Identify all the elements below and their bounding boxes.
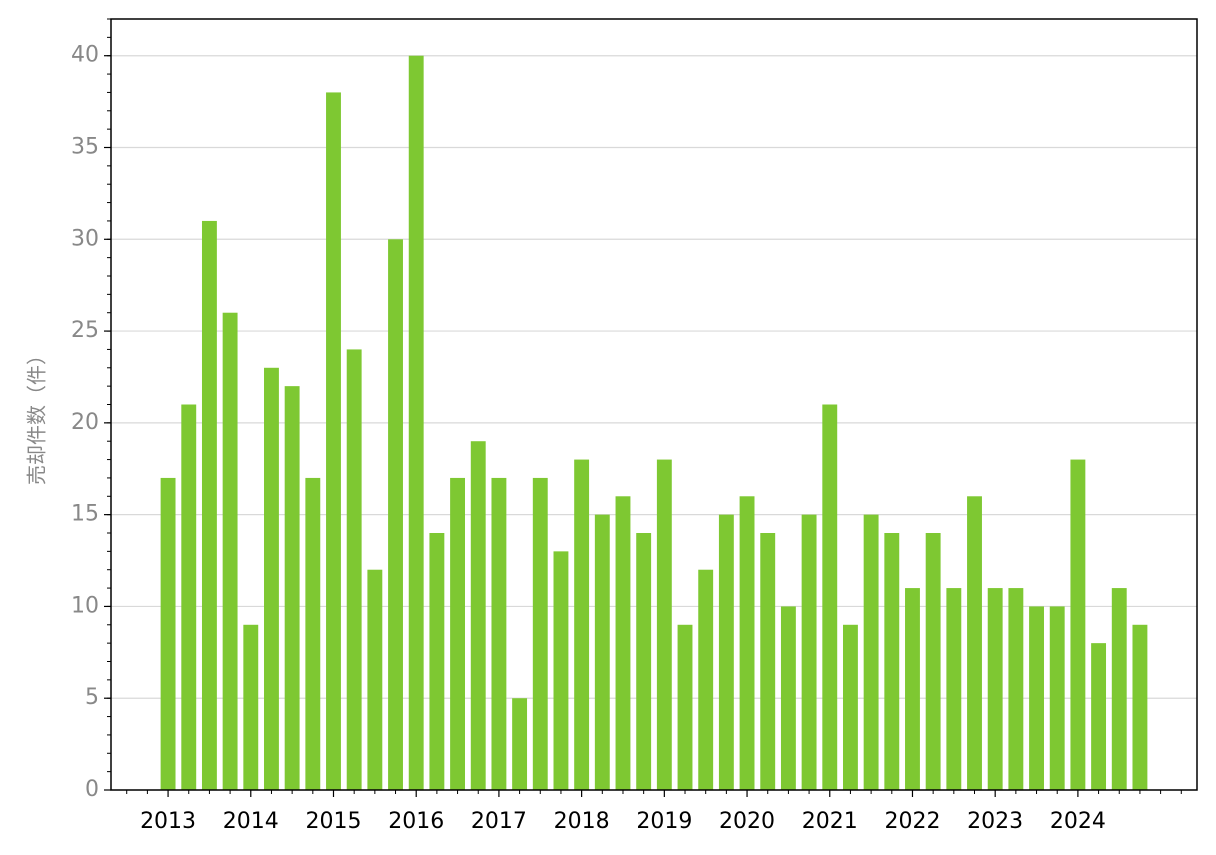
y-tick-label: 0 (85, 777, 99, 802)
bar (408, 55, 424, 790)
bar (532, 477, 548, 790)
x-tick-label: 2016 (388, 809, 444, 834)
bar (491, 477, 507, 790)
bar (925, 533, 941, 790)
x-tick-label: 2023 (967, 809, 1023, 834)
bar (698, 569, 714, 790)
bar (1029, 606, 1044, 790)
bar (160, 477, 176, 790)
bar (553, 551, 569, 790)
bar (450, 477, 466, 790)
y-tick-label: 15 (71, 502, 99, 527)
x-tick-label: 2022 (884, 809, 940, 834)
bar (967, 496, 982, 790)
bar (181, 404, 197, 790)
bar (677, 624, 693, 790)
bar (574, 459, 590, 790)
x-tick-label: 2024 (1050, 809, 1106, 834)
bar (305, 477, 321, 790)
x-tick-label: 2021 (802, 809, 858, 834)
bar (822, 404, 838, 790)
bar (905, 588, 920, 790)
bar (326, 92, 341, 790)
bar (594, 514, 610, 790)
bar (863, 514, 879, 790)
bar (284, 386, 300, 790)
bar (367, 569, 383, 790)
x-tick-label: 2013 (140, 809, 196, 834)
bar (801, 514, 817, 790)
x-tick-label: 2018 (554, 809, 610, 834)
y-tick-label: 35 (71, 135, 99, 160)
plot-frame (110, 18, 1198, 791)
bar (760, 533, 776, 790)
bar (718, 514, 734, 790)
bar (1049, 606, 1065, 790)
bar (1070, 459, 1086, 790)
y-tick-label: 25 (71, 318, 99, 343)
y-tick-label: 20 (71, 410, 99, 435)
bar (512, 698, 528, 790)
bar (346, 349, 362, 790)
bar (1111, 588, 1127, 790)
bar (1091, 643, 1107, 790)
bar (222, 312, 238, 790)
x-tick-label: 2019 (636, 809, 692, 834)
y-tick-label: 40 (71, 43, 99, 68)
bar (201, 220, 217, 790)
bar (636, 533, 652, 790)
bar (884, 533, 900, 790)
x-tick-label: 2014 (223, 809, 279, 834)
bar (1132, 624, 1148, 790)
y-tick-label: 5 (85, 685, 99, 710)
x-tick-label: 2017 (471, 809, 527, 834)
x-tick-label: 2020 (719, 809, 775, 834)
bar (987, 588, 1003, 790)
bar (946, 588, 962, 790)
bar (842, 624, 858, 790)
bar (429, 533, 445, 790)
bar (388, 239, 403, 791)
bar (739, 496, 755, 790)
bar (615, 496, 631, 790)
bar (243, 624, 259, 790)
y-tick-label: 10 (71, 593, 99, 618)
bar (264, 367, 279, 790)
bar (470, 441, 486, 790)
x-tick-label: 2015 (305, 809, 361, 834)
y-axis-label: 売却件数（件） (25, 345, 49, 485)
bar (780, 606, 796, 790)
bar (656, 459, 672, 790)
bar (1008, 588, 1024, 790)
y-tick-label: 30 (71, 226, 99, 251)
